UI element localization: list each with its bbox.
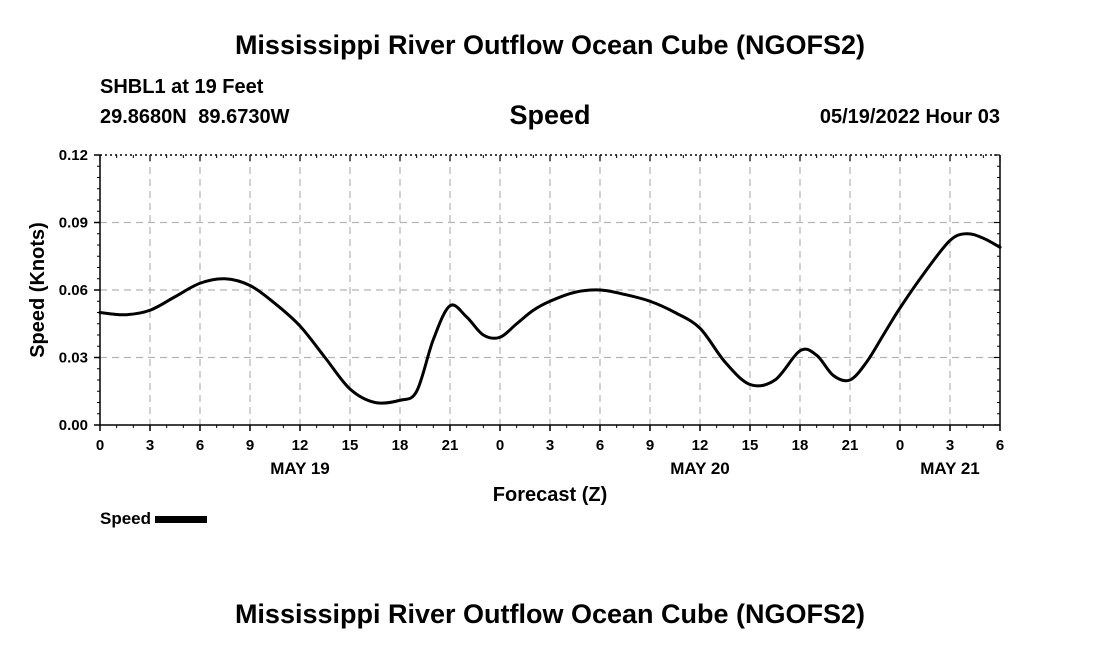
date-label: MAY 20 [670,459,730,478]
axes: 0 3 6 9 12 15 18 21 0 3 6 9 12 15 18 21 0 3 6 MAY 19 MAY 20 M… [59,147,1004,478]
x-tick-label: 15 [342,437,359,454]
x-tick-label: 0 [96,437,104,454]
chart-subtitle: Speed [509,100,591,130]
x-tick-label: 9 [646,437,654,454]
x-tick-label: 0 [496,437,504,454]
x-tick-label: 0 [896,437,904,454]
x-tick-label: 3 [546,437,554,454]
x-tick-label: 6 [996,437,1004,454]
x-tick-label: 6 [596,437,604,454]
chart-main-title: Mississippi River Outflow Ocean Cube (NG… [234,30,866,60]
x-tick-label: 18 [392,437,409,454]
y-tick-label: 0.06 [59,282,88,299]
x-tick-label: 12 [692,437,709,454]
y-tick-label: 0.09 [59,215,88,232]
series-line-speed [98,232,1002,405]
y-tick-label: 0.12 [59,147,88,164]
x-tick-label: 3 [946,437,954,454]
x-tick-label: 18 [792,437,809,454]
date-label: MAY 21 [920,459,980,478]
x-tick-label: 12 [292,437,309,454]
x-tick-label: 21 [842,437,859,454]
station-label: SHBL1 at 19 Feet [100,76,264,98]
legend-swatch [155,515,208,523]
y-tick-label: 0.00 [59,417,88,434]
date-label: MAY 19 [270,459,330,478]
forecast-datetime: 05/19/2022 Hour 03 [819,106,1000,128]
y-tick-label: 0.03 [59,350,88,367]
chart-footer-title: Mississippi River Outflow Ocean Cube (NG… [234,599,866,629]
x-tick-label: 21 [442,437,459,454]
x-tick-label: 6 [196,437,204,454]
grid [100,155,1000,425]
legend-label: Speed [100,509,152,528]
x-axis-label: Forecast (Z) [493,484,607,506]
x-tick-label: 3 [146,437,154,454]
y-axis-label: Speed (Knots) [27,222,49,358]
x-tick-label: 9 [246,437,254,454]
coordinates-label: 29.8680N 89.6730W [100,106,290,128]
x-tick-label: 15 [742,437,759,454]
legend: Speed [100,509,208,529]
series [98,232,1002,405]
